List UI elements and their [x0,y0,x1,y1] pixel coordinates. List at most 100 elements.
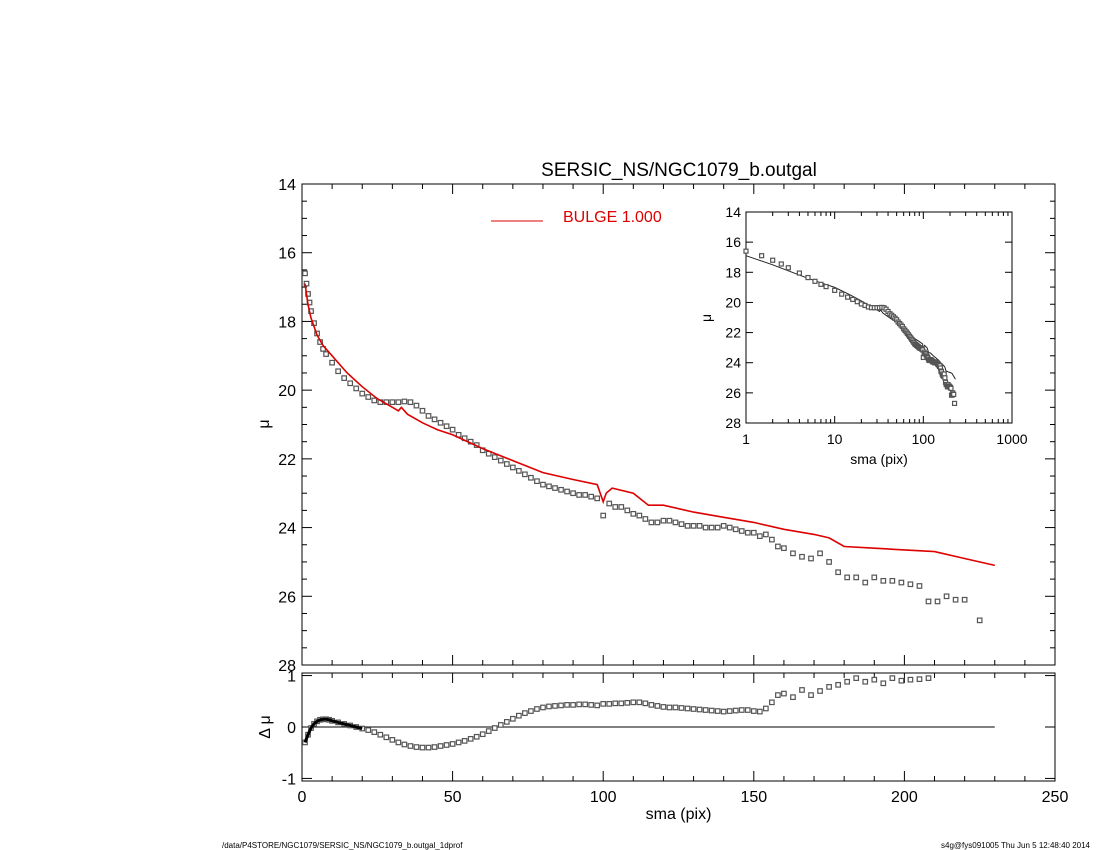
residual-data-point [588,702,595,708]
inset-model-line [745,255,956,380]
main-data-point [696,523,703,529]
main-data-point [503,461,510,467]
legend-label: BULGE 1.000 [563,209,662,226]
residual-data-point [618,700,625,707]
residual-data-point [871,676,878,683]
inset-data-point [832,287,838,293]
residual-data-point [461,738,468,744]
main-data-point [359,390,366,397]
inset-panel: 14 16 18 20 22 24 26 281 10 100 1000 sma (pix) μ [698,204,1028,467]
main-data-point [534,478,540,485]
main-data-point [943,593,950,600]
residual-data-point [516,712,522,719]
main-data-point [365,394,372,400]
residual-x-tick-label: 200 [891,789,918,806]
main-data-point [419,407,426,414]
main-data-point [497,457,504,464]
residual-data-point [835,681,841,688]
inset-y-tick-label: 18 [725,264,741,280]
inset-data-point [796,270,802,276]
main-data-point [781,545,787,552]
residual-data-point [672,704,679,711]
residual-data-point [750,708,757,714]
main-data-point [684,523,691,529]
main-data-point [756,533,763,540]
inset-y-tick-label: 26 [725,385,741,401]
main-y-tick-label: 22 [278,452,296,469]
main-data-point [808,555,814,562]
main-data-point [522,471,528,478]
residual-x-axis-label: sma (pix) [646,806,712,823]
main-data-point [552,485,558,491]
inset-data-point [839,291,845,297]
residual-data-point [708,707,715,714]
main-data-point [853,574,860,581]
residual-data-point [756,708,763,715]
residual-data-point [413,744,420,750]
residual-data-point [732,707,739,714]
main-data-point [395,399,402,406]
main-data-point [817,550,823,557]
main-data-point [762,531,769,538]
residual-x-tick-label: 250 [1042,789,1069,806]
residual-data-point [455,739,462,746]
main-data-point [880,577,887,584]
residual-data-point [660,704,667,710]
residual-data-point [636,699,643,706]
residual-data-point [606,701,613,707]
main-data-point [961,596,968,603]
residual-data-point [808,692,814,698]
residual-data-point [844,678,851,685]
main-data-point [335,368,341,375]
residual-x-tick-label: 0 [298,789,307,806]
main-data-point [443,423,450,430]
residual-data-point [485,728,492,734]
inset-x-axis-label: sma (pix) [850,451,908,467]
residual-y-tick-label: 1 [287,669,296,686]
residual-data-point [775,692,781,698]
residual-data-point [853,675,860,681]
residual-data-point [762,705,769,712]
residual-x-tick-label: 150 [740,789,767,806]
main-data-point [606,500,613,507]
main-data-point [916,583,923,589]
residual-data-point [540,704,546,711]
residual-inner-curve [303,717,363,743]
inset-data-point [818,281,824,287]
main-data-point [666,517,673,524]
residual-data-point [552,703,558,709]
main-data-point [540,481,546,488]
main-data-point [642,516,649,522]
residual-data-point [534,706,540,712]
residual-data-point [726,708,733,714]
main-data-point [449,426,456,433]
main-data-point [708,524,715,531]
inset-y-tick-label: 24 [725,355,741,371]
inset-data-point [823,284,829,290]
main-data-point [618,504,625,510]
main-data-point [750,529,757,536]
main-data-point [654,519,661,526]
inset-plot-frame [745,211,1013,424]
residual-data-point [720,708,727,715]
residual-data-point [425,744,432,751]
residual-data-point [714,708,721,714]
main-y-tick-label: 26 [278,589,296,606]
residual-data-point [690,706,697,712]
residual-data-point [654,703,661,709]
main-y-tick-label: 16 [278,246,296,263]
residual-data-point [419,744,426,751]
residual-data-point [630,699,637,706]
residual-data-point [395,739,402,746]
main-data-point [790,550,796,557]
main-data-point [871,574,878,581]
main-data-point [303,280,310,287]
main-data-point [431,416,438,423]
main-data-point [952,596,959,603]
main-data-point [672,519,679,526]
main-data-point [576,492,582,498]
main-y-tick-label: 14 [278,177,296,194]
residual-data-point [431,744,438,750]
residual-data-point [781,690,787,697]
